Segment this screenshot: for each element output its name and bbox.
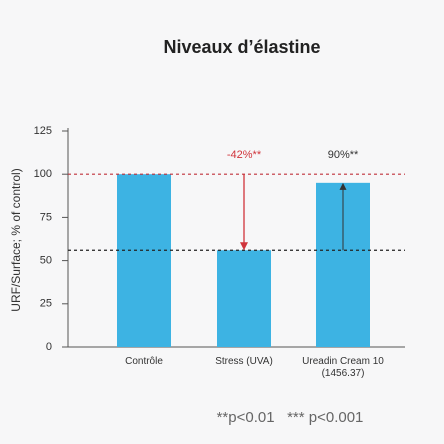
y-axis-label: URF/Surface; % of control) [9, 168, 23, 311]
x-tick-label: Stress (UVA) [215, 356, 273, 367]
annotation: 90%** [328, 149, 359, 161]
bar [117, 174, 171, 347]
arrow-head [339, 182, 347, 190]
y-tick-label: 75 [40, 211, 52, 223]
y-tick-label: 100 [34, 168, 52, 180]
y-tick-label: 0 [46, 341, 52, 353]
footnote: **p<0.01 *** p<0.001 [217, 409, 364, 426]
bar [217, 250, 271, 347]
annotation: -42%** [227, 149, 262, 161]
arrow-head [240, 242, 248, 251]
chart-title: Niveaux d’élastine [163, 37, 320, 57]
x-tick-label: Ureadin Cream 10 (1456.37) [302, 356, 384, 379]
y-tick-label: 125 [34, 125, 52, 137]
y-tick-label: 25 [40, 298, 52, 310]
y-tick-label: 50 [40, 255, 52, 267]
x-tick-label: Contrôle [125, 356, 163, 367]
